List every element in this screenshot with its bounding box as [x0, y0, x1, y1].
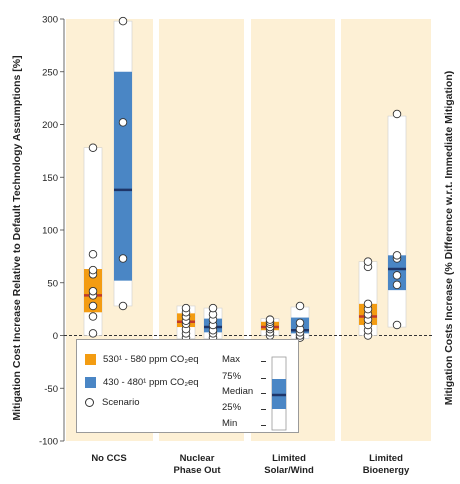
key-label-min: Min: [222, 418, 238, 429]
y-tick-label-0: 300: [42, 15, 58, 26]
category-label-nuclear: Nuclear Phase Out: [173, 453, 221, 476]
legend-label-blue: 430 - 480¹ ppm CO₂eq: [103, 377, 199, 388]
scenario-point-s1-c3-0: [392, 320, 402, 330]
key-tick-q1: [261, 409, 266, 410]
key-label-q3: 75%: [222, 371, 242, 382]
scenario-point-s0-c0-2: [88, 301, 98, 311]
key-label-max: Max: [222, 354, 240, 365]
scenario-point-s1-c2-5: [295, 301, 305, 311]
y-tick-label-4: 100: [42, 226, 58, 237]
key-label-median: Median: [222, 386, 254, 397]
scenario-point-s1-c0-2: [118, 118, 128, 127]
y-tick-label-3: 150: [42, 173, 58, 184]
right-axis-label: Mitigation Costs Increase (% Difference …: [443, 70, 455, 406]
scenario-point-s1-c3-1: [392, 280, 402, 290]
category-label-solar-wind: Limited Solar/Wind: [264, 453, 314, 476]
scenario-point-s0-c1-7: [181, 303, 191, 313]
y-tick-label-8: -100: [39, 437, 58, 448]
y-axis-label: Mitigation Cost Increase Relative to Def…: [11, 55, 23, 421]
scenario-point-s1-c3-5: [392, 109, 402, 119]
box-plots: [83, 16, 407, 342]
scenario-point-s0-c0-6: [88, 265, 98, 275]
key-tick-q3: [261, 378, 266, 379]
panel-bg-3: [341, 19, 431, 441]
scenario-point-s1-c0-1: [118, 254, 128, 263]
scenario-point-s0-c3-6: [363, 299, 373, 309]
scenario-point-s1-c0-3: [118, 16, 128, 26]
panel-backgrounds: [66, 19, 431, 441]
y-tick-label-1: 250: [42, 67, 58, 78]
y-axis: 300 250 200 150 100 50 0 -50 -100: [39, 15, 65, 448]
y-tick-label-7: -50: [44, 384, 58, 395]
scenario-point-s1-c3-4: [392, 251, 402, 260]
scenario-point-s0-c3-8: [363, 257, 373, 266]
scenario-point-s1-c1-6: [208, 303, 218, 313]
scenario-point-s0-c2-6: [265, 315, 275, 324]
scenario-circle-icon: [85, 398, 94, 407]
scenario-point-s1-c2-4: [295, 318, 305, 328]
y-tick-label-6: 0: [53, 331, 58, 342]
y-tick-label-5: 50: [47, 278, 58, 289]
legend-swatch-blue: [85, 377, 96, 388]
legend: 530¹ - 580 ppm CO₂eq 430 - 480¹ ppm CO₂e…: [76, 339, 299, 433]
scenario-point-s0-c0-0: [88, 329, 98, 338]
key-tick-min: [261, 425, 266, 426]
legend-entry-blue: 430 - 480¹ ppm CO₂eq: [85, 377, 199, 388]
category-label-no-ccs: No CCS: [91, 453, 127, 464]
legend-key-box: [271, 356, 287, 431]
y-tick-label-2: 200: [42, 120, 58, 131]
legend-entry-scenario: Scenario: [85, 397, 140, 408]
legend-swatch-orange: [85, 354, 96, 365]
iqr-box-s1-c0: [114, 71, 132, 281]
scenario-point-s0-c0-1: [88, 312, 98, 321]
scenario-point-s1-c0-0: [118, 301, 128, 311]
category-label-bioenergy: Limited Bioenergy: [362, 453, 410, 476]
scenario-point-s0-c0-4: [88, 286, 98, 296]
key-tick-max: [261, 361, 266, 362]
scenario-point-s0-c0-8: [88, 143, 98, 152]
key-tick-median: [261, 393, 266, 394]
legend-label-scenario: Scenario: [102, 397, 140, 408]
scenario-point-s0-c0-7: [88, 250, 98, 259]
scenario-point-s1-c3-2: [392, 271, 402, 280]
legend-entry-orange: 530¹ - 580 ppm CO₂eq: [85, 354, 199, 365]
key-label-q1: 25%: [222, 402, 242, 413]
range-box-s1-c3: [387, 115, 407, 328]
legend-label-orange: 530¹ - 580 ppm CO₂eq: [103, 354, 199, 365]
